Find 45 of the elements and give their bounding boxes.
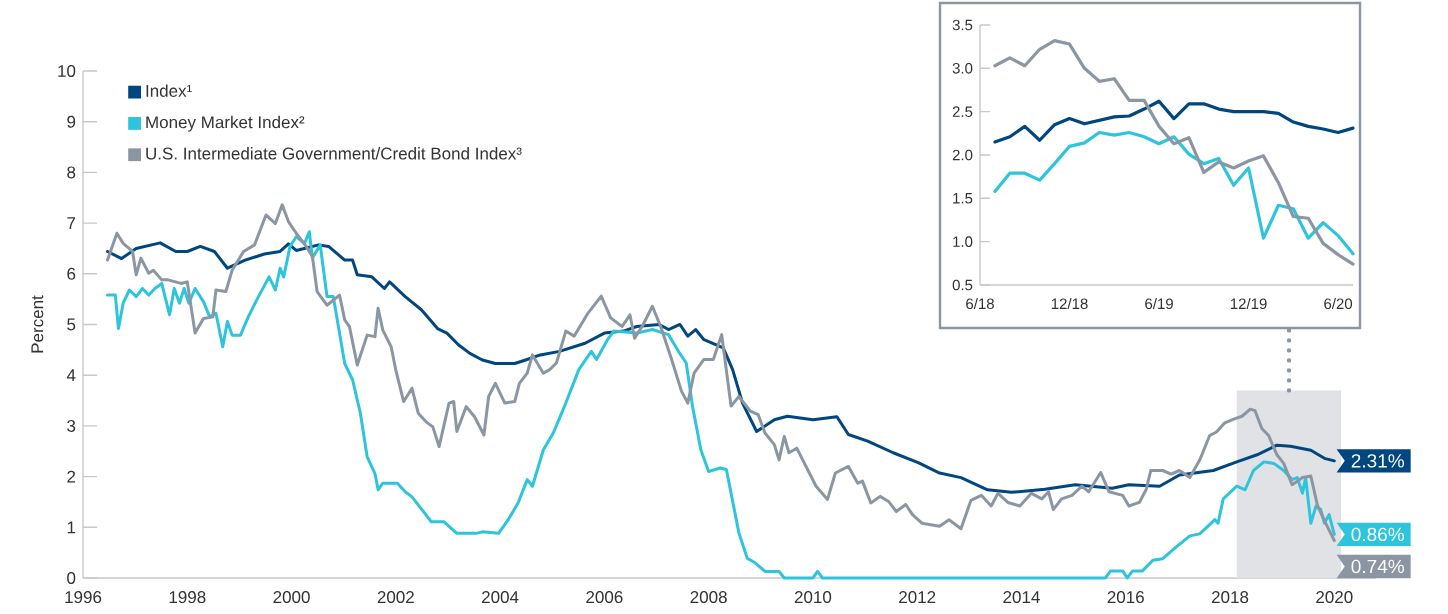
legend-label: U.S. Intermediate Government/Credit Bond Index³ <box>146 147 522 160</box>
x-tick-label: 2004 <box>482 591 519 604</box>
line-series <box>993 130 1355 256</box>
x-tick-label: 2010 <box>794 591 832 604</box>
y-tick-label: 2.0 <box>952 149 973 161</box>
y-tick-label: 6 <box>67 267 76 280</box>
x-tick-label: 2002 <box>377 591 414 604</box>
y-tick-label: 2.5 <box>952 106 973 117</box>
data-label: 2.31% <box>1351 454 1404 468</box>
y-tick-label: 10 <box>58 64 76 77</box>
x-tick-label: 2014 <box>1003 591 1040 604</box>
y-tick-label: 3.0 <box>952 63 973 74</box>
y-tick-label: 8 <box>67 166 76 179</box>
x-tick-label: 6/19 <box>1145 298 1173 310</box>
x-tick-label: 6/18 <box>966 298 994 310</box>
data-label: 0.86% <box>1351 527 1404 542</box>
x-tick-label: 2006 <box>586 591 623 604</box>
x-tick-label: 6/20 <box>1324 298 1353 310</box>
x-tick-label: 1998 <box>169 591 206 604</box>
y-tick-label: 1 <box>67 521 76 534</box>
x-tick-label: 12/18 <box>1051 298 1088 310</box>
x-tick-label: 2012 <box>899 591 936 604</box>
x-tick-label: 2016 <box>1107 591 1144 604</box>
y-tick-label: 3.5 <box>952 19 973 31</box>
legend-label: Index¹ <box>146 84 192 97</box>
data-label: 0.74% <box>1351 559 1404 574</box>
x-tick-label: 2008 <box>690 591 727 604</box>
x-tick-label: 12/19 <box>1230 298 1267 310</box>
y-tick-label: 9 <box>67 115 76 128</box>
y-tick-label: 0 <box>67 571 76 584</box>
x-tick-label: 2018 <box>1211 591 1249 604</box>
x-tick-label: 1996 <box>65 591 102 604</box>
line-series <box>993 39 1355 266</box>
legend-label: Money Market Index² <box>146 115 305 132</box>
y-tick-label: 7 <box>67 217 76 229</box>
y-axis-title: Percent <box>31 295 44 353</box>
y-tick-label: 5 <box>67 318 76 331</box>
y-tick-label: 1.0 <box>953 236 973 247</box>
y-tick-label: 2 <box>67 470 76 483</box>
y-tick-label: 3 <box>67 419 76 432</box>
y-tick-label: 0.5 <box>952 279 973 291</box>
x-tick-label: 2000 <box>273 591 310 604</box>
x-tick-label: 2020 <box>1316 591 1353 604</box>
y-tick-label: 1.5 <box>953 193 973 204</box>
y-tick-label: 4 <box>66 369 76 382</box>
